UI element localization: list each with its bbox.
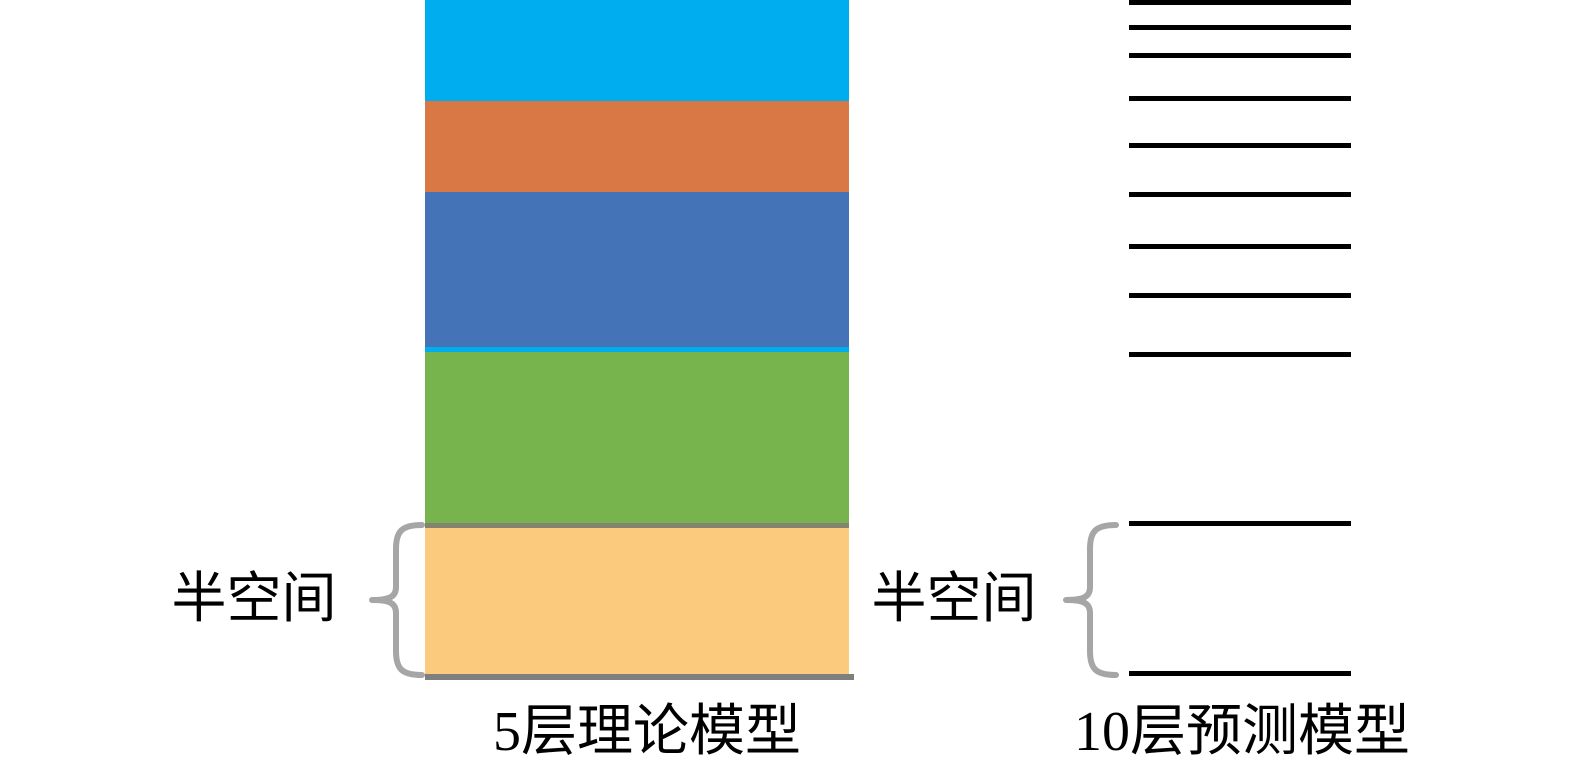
half-space-label-right: 半空间 bbox=[871, 568, 1037, 629]
half-space-brace-right bbox=[1063, 522, 1119, 678]
half-space-label-left: 半空间 bbox=[171, 568, 337, 629]
layer-boundary-line-3 bbox=[1129, 53, 1351, 58]
left-model-stack bbox=[425, 0, 849, 674]
left-model-caption: 5层理论模型 bbox=[493, 701, 801, 763]
layer-boundary-line-11 bbox=[1129, 671, 1351, 676]
layer-boundary-line-10 bbox=[1129, 521, 1351, 526]
layer-boundary-line-2 bbox=[1129, 25, 1351, 30]
model-layer-2 bbox=[425, 101, 849, 192]
layer-boundary-line-8 bbox=[1129, 293, 1351, 298]
layer-boundary-line-1 bbox=[1129, 0, 1351, 5]
layer-boundary-line-7 bbox=[1129, 244, 1351, 249]
layer-boundary-line-9 bbox=[1129, 352, 1351, 357]
model-layer-5 bbox=[425, 352, 849, 523]
model-half-space bbox=[425, 528, 849, 674]
layer-boundary-line-6 bbox=[1129, 192, 1351, 197]
layer-boundary-line-5 bbox=[1129, 143, 1351, 148]
model-layer-4-thin bbox=[425, 347, 849, 352]
layer-boundary-line-4 bbox=[1129, 96, 1351, 101]
half-space-brace-left bbox=[369, 522, 425, 678]
model-layer-1 bbox=[425, 0, 849, 101]
model-layer-3 bbox=[425, 192, 849, 347]
left-model-base-line bbox=[425, 674, 854, 680]
right-model-caption: 10层预测模型 bbox=[1074, 701, 1410, 763]
right-model-lines bbox=[1129, 0, 1351, 700]
model-half-space-boundary bbox=[425, 523, 849, 528]
